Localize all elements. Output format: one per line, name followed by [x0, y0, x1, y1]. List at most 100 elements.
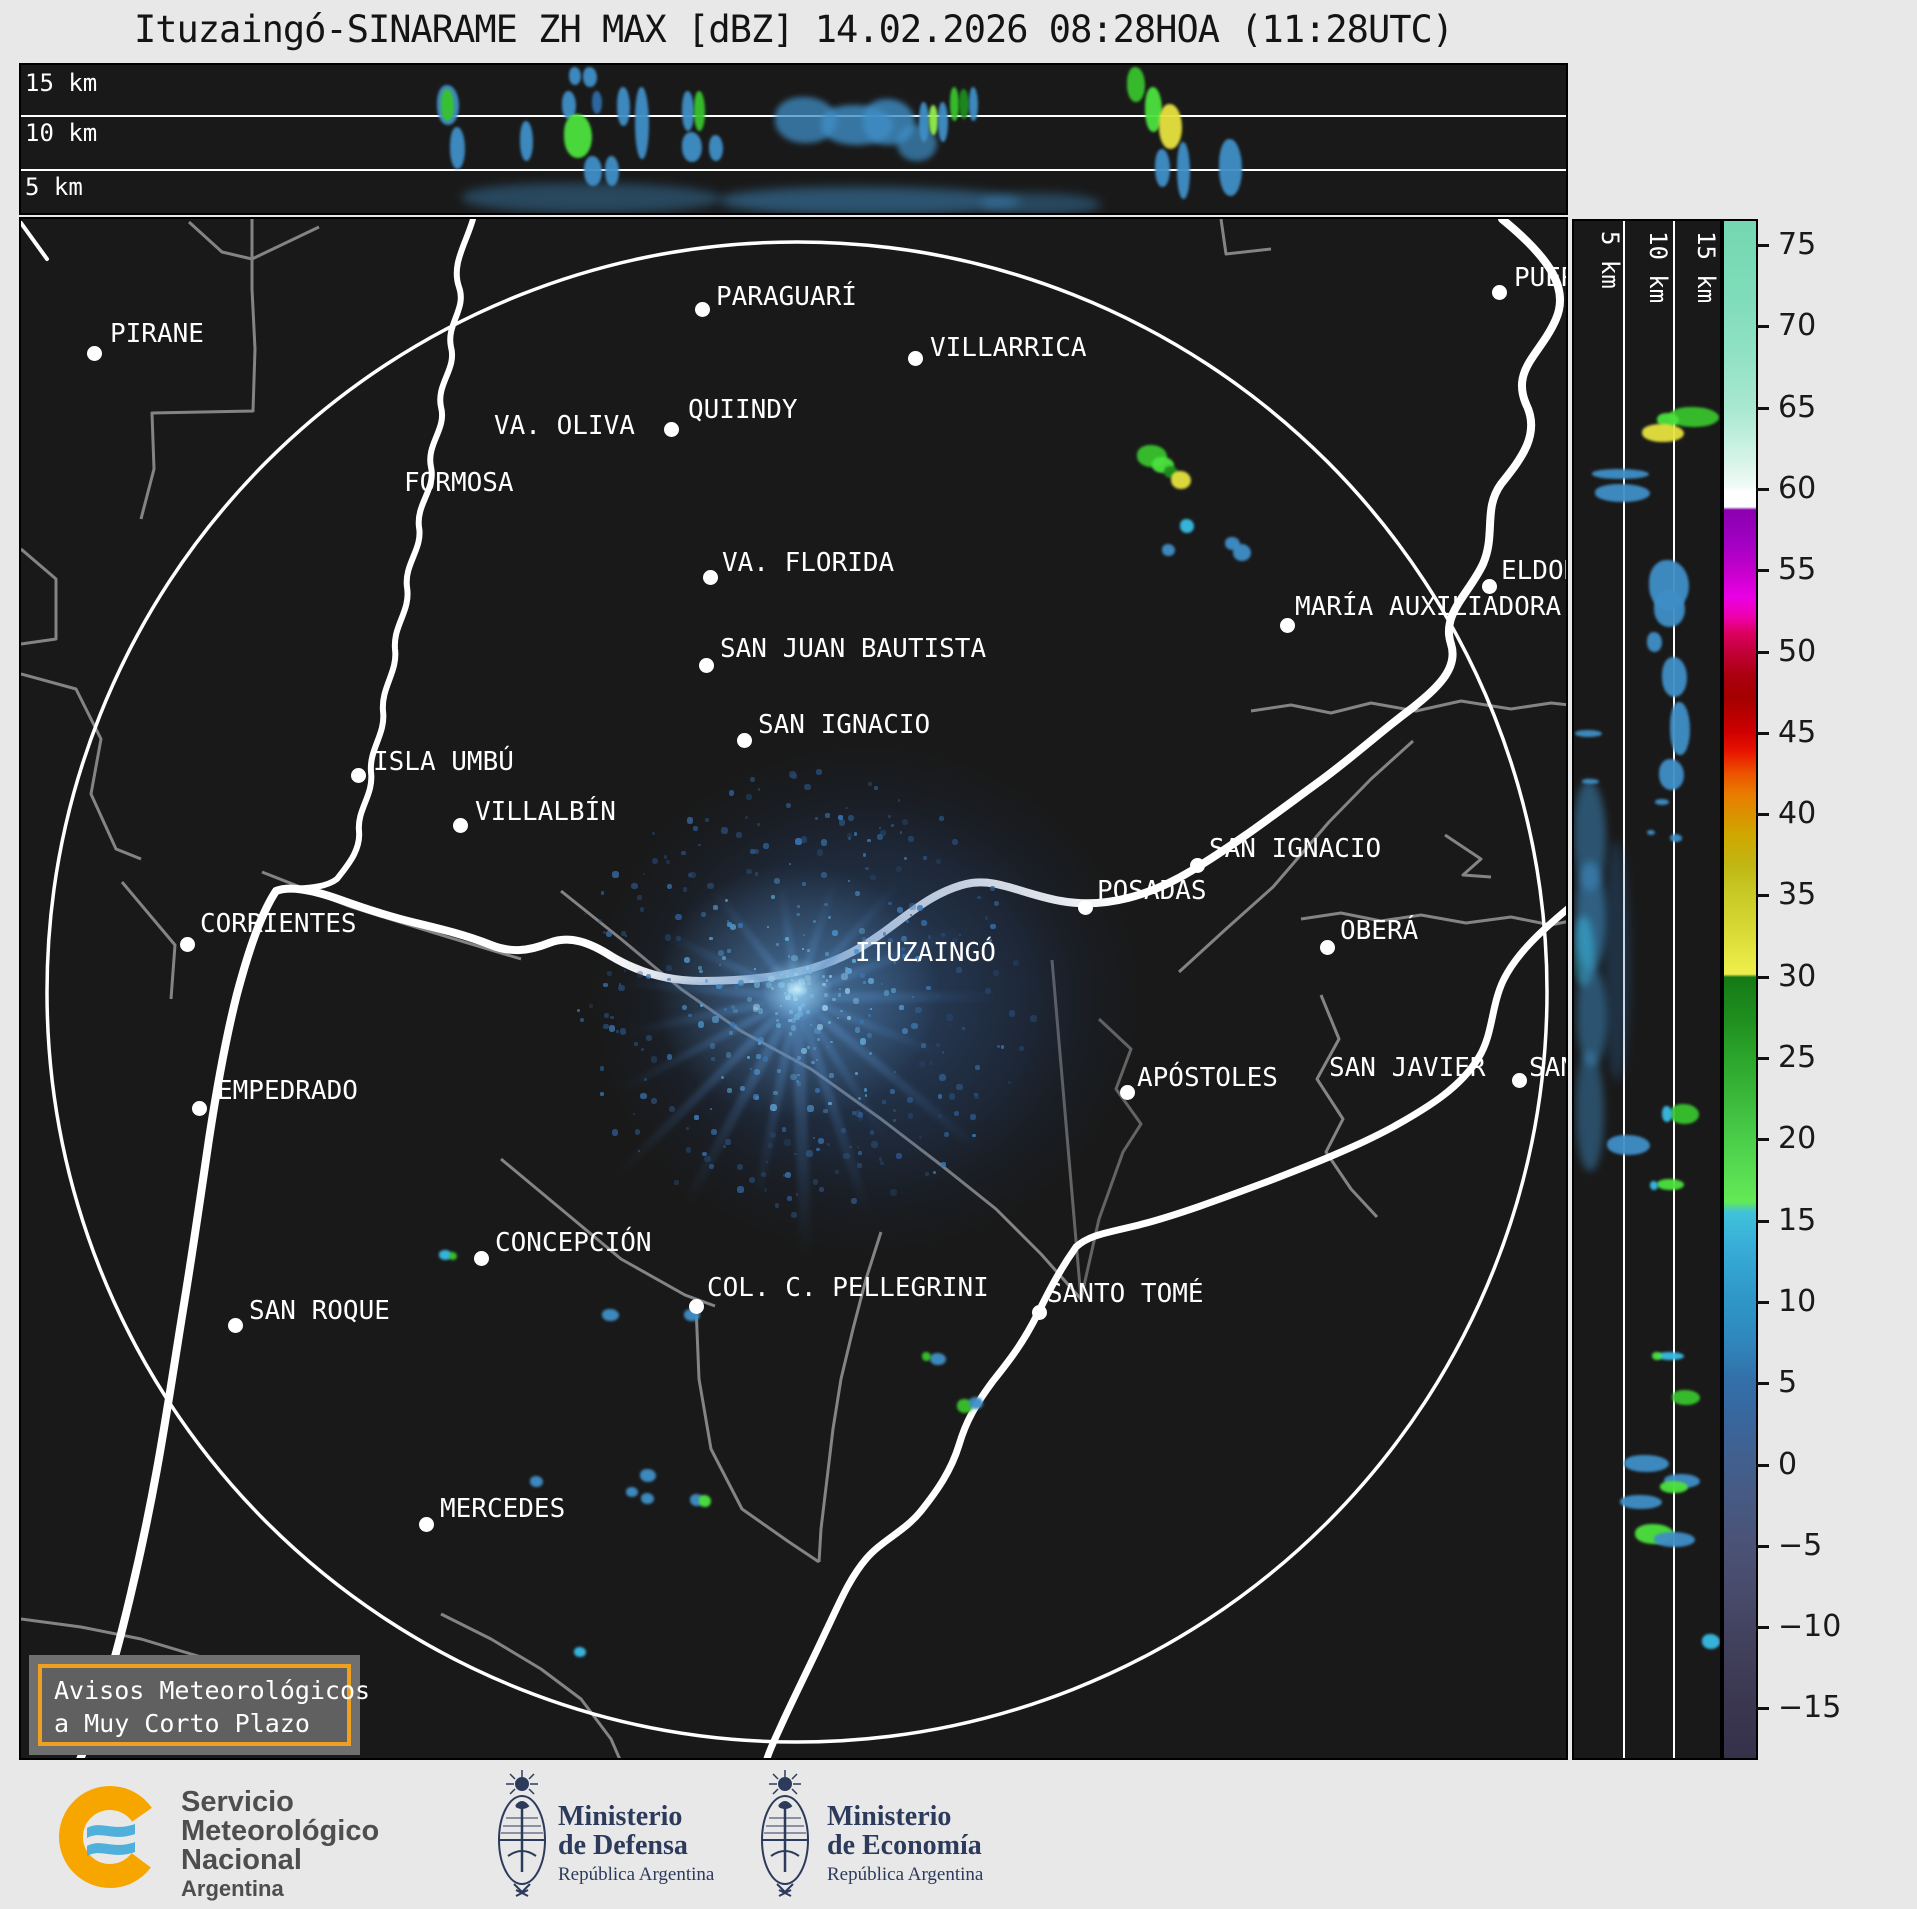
right-label-15km: 15 km	[1692, 231, 1720, 304]
echo-blob	[1642, 424, 1684, 442]
colorbar-tick-label: 55	[1778, 552, 1817, 588]
echo-blob	[1576, 1051, 1604, 1171]
colorbar-tick-label: 40	[1778, 796, 1817, 832]
echo-blob	[1662, 657, 1687, 697]
echo-blob	[1659, 759, 1684, 790]
city-dot	[699, 658, 714, 673]
echo-blob	[682, 132, 702, 162]
echo-blob	[919, 102, 929, 142]
right-height-profile-panel: 5 km 10 km 15 km	[1572, 219, 1722, 1760]
echo-blob	[462, 183, 722, 213]
echo-blob	[1180, 519, 1194, 533]
echo-blob	[1652, 1352, 1662, 1360]
economia-coat-of-arms	[761, 1770, 809, 1897]
city-dot	[1512, 1073, 1527, 1088]
echo-blob	[1670, 1104, 1699, 1124]
smn-wordmark: Servicio Meteorológico Nacional	[181, 1788, 379, 1875]
height-line-10km-v	[1673, 221, 1675, 1758]
colorbar-tick-label: −10	[1778, 1609, 1842, 1645]
echo-blob	[1219, 139, 1242, 196]
height-line-5km-v	[1623, 221, 1625, 1758]
defensa-line-2: de Defensa	[558, 1830, 688, 1861]
city-label: SAN IGNACIO	[758, 710, 931, 740]
city-label: VA. OLIVA	[494, 411, 635, 441]
defensa-line-1: Ministerio	[558, 1801, 683, 1832]
colorbar-tick-label: 20	[1778, 1121, 1817, 1157]
city-label: SAN JUAN BAUTISTA	[720, 634, 987, 664]
radar-map-panel: PIRANE PARAGUARÍ VILLARRICA VA. OLIVA QUIIND…	[19, 217, 1568, 1760]
city-label: COL. C. PELLEGRINI	[707, 1273, 989, 1303]
colorbar-tick-label: 35	[1778, 877, 1817, 913]
echo-blob	[626, 1487, 638, 1497]
smn-logo-wave-2	[87, 1842, 135, 1856]
city-label: VA. FLORIDA	[722, 548, 895, 578]
echo-blob	[699, 1495, 711, 1507]
colorbar-tick-label: 65	[1778, 389, 1817, 425]
city-label: OBERÁ	[1340, 916, 1419, 946]
echo-blob	[1670, 834, 1682, 842]
economia-line-2: de Economía	[827, 1830, 982, 1861]
city-label: SAN	[1529, 1053, 1566, 1083]
echo-blob	[605, 156, 619, 186]
echo-blob	[1669, 407, 1719, 427]
city-dot	[1032, 1305, 1047, 1320]
city-label: ELDORADO	[1501, 556, 1566, 586]
echo-streak	[797, 992, 997, 1002]
echo-blob	[1575, 730, 1602, 737]
colorbar-tick-label: −15	[1778, 1690, 1842, 1726]
echo-blob	[1592, 469, 1649, 479]
right-label-5km: 5 km	[1596, 231, 1624, 289]
echo-blob	[450, 127, 465, 169]
city-label: SAN ROQUE	[249, 1296, 390, 1326]
city-dot	[908, 351, 923, 366]
echo-blob	[1155, 149, 1170, 187]
city-label: CORRIENTES	[200, 909, 357, 939]
echo-blob	[1145, 87, 1162, 132]
echo-blob	[938, 102, 948, 142]
defensa-sub: República Argentina	[558, 1864, 715, 1885]
echo-blob	[1233, 544, 1251, 561]
echo-blob	[1662, 1106, 1672, 1122]
colorbar-tick-label: 25	[1778, 1040, 1817, 1075]
colorbar-tick-label: 0	[1778, 1446, 1798, 1482]
city-dot	[1078, 900, 1093, 915]
echo-blob	[1660, 1481, 1688, 1493]
echo-blob	[1624, 1455, 1669, 1472]
echo-blob	[1654, 1532, 1695, 1547]
echo-blob	[1604, 841, 1630, 1081]
colorbar-tick-label: 60	[1778, 470, 1817, 506]
city-label: ISLA UMBÚ	[373, 747, 514, 777]
colorbar-tick-label: 75	[1778, 227, 1817, 262]
top-label-10km: 10 km	[25, 119, 98, 147]
city-label: APÓSTOLES	[1137, 1063, 1278, 1093]
warning-line-2: a Muy Corto Plazo	[54, 1708, 310, 1738]
city-label: CONCEPCIÓN	[495, 1228, 652, 1258]
echo-blob	[1655, 799, 1669, 805]
city-dot	[689, 1299, 704, 1314]
echo-blob	[929, 105, 938, 135]
echo-blob	[981, 193, 1101, 213]
colorbar-tick-label: 10	[1778, 1283, 1817, 1319]
top-label-15km: 15 km	[25, 69, 98, 97]
echo-blob	[1177, 142, 1190, 199]
echo-blob	[1647, 830, 1655, 835]
echo-blob	[969, 1397, 983, 1409]
echo-blob	[569, 67, 581, 85]
echo-blob	[641, 1493, 654, 1504]
city-label: PUERTO	[1514, 263, 1566, 293]
city-dot	[1280, 618, 1295, 633]
economia-line-1: Ministerio	[827, 1801, 952, 1832]
echo-blob	[520, 121, 533, 161]
defensa-text: Ministerio de Defensa República Argentin…	[558, 1802, 714, 1886]
smn-country: Argentina	[181, 1876, 284, 1901]
warning-line-1: Avisos Meteorológicos	[54, 1676, 371, 1705]
echo-blob	[969, 87, 978, 121]
top-height-profile-panel: 15 km 10 km 5 km	[19, 63, 1568, 215]
echo-blob	[592, 91, 602, 114]
city-dot	[419, 1517, 434, 1532]
echo-blob	[562, 91, 576, 119]
city-label: ITUZAINGÓ	[855, 938, 996, 968]
defensa-coat-of-arms	[498, 1770, 546, 1897]
echo-blob	[930, 1353, 946, 1365]
city-label: PARAGUARÍ	[716, 282, 857, 312]
